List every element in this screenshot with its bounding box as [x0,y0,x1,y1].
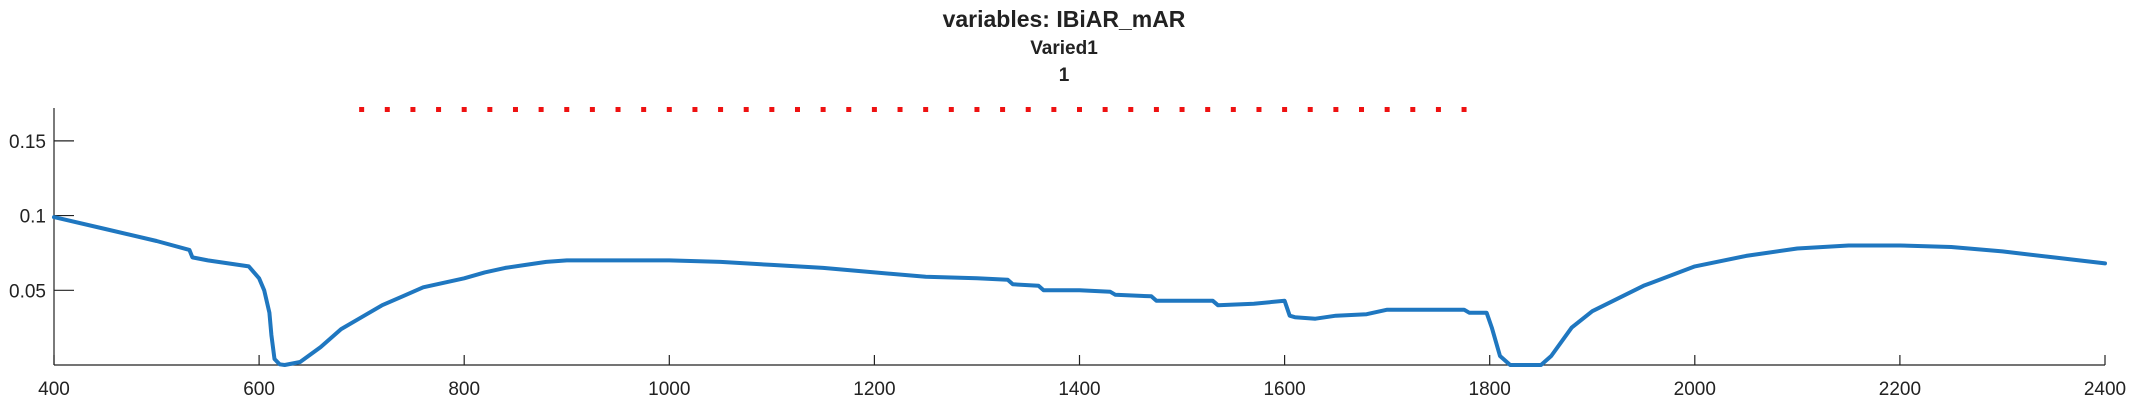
series-marker [1000,106,1006,112]
x-tick-label: 800 [448,379,480,400]
series-marker [974,106,980,112]
series-marker [564,106,570,112]
series-marker [487,106,493,112]
series-marker [1102,106,1108,112]
chart-title: variables: IBiAR_mAR [943,6,1186,32]
series-marker [1307,106,1313,112]
series-marker [1384,106,1390,112]
chart-subtitle-line-1: Varied1 [1030,38,1098,59]
series-marker [1128,106,1134,112]
series-marker [692,106,698,112]
y-tick-label: 0.15 [9,132,46,153]
x-tick-label: 1000 [648,379,690,400]
series-marker [948,106,954,112]
series-marker [1461,106,1467,112]
x-tick-label: 1800 [1469,379,1511,400]
series-line [52,215,2107,367]
x-tick-label: 400 [38,379,70,400]
series-marker [410,106,416,112]
y-tick-label: 0.05 [9,281,46,302]
series-marker [1025,106,1031,112]
series-marker [1179,106,1185,112]
series-marker [436,106,442,112]
series-marker [1077,106,1082,112]
series-marker [1359,106,1365,112]
series-marker [718,106,724,112]
series-marker [1051,106,1057,112]
series-marker [743,106,749,112]
series-marker [1282,106,1288,112]
series-marker [589,106,595,112]
series-marker [1333,106,1339,112]
series-marker [1410,106,1416,112]
series-marker [820,106,826,112]
series-marker [538,106,544,112]
series-marker [666,106,672,112]
y-tick-label: 0.1 [20,207,46,228]
x-tick-label: 2400 [2084,379,2126,400]
x-tick-label: 2000 [1674,379,1716,400]
series-marker [871,106,877,112]
series-marker [512,106,518,112]
x-tick-label: 600 [243,379,275,400]
x-tick-label: 1400 [1058,379,1100,400]
x-tick-label: 1200 [853,379,895,400]
x-tick-label: 2200 [1879,379,1921,400]
chart-subtitle-line-2: 1 [1059,65,1070,86]
series-marker [923,106,929,112]
series-marker [384,106,390,112]
x-tick-label: 1600 [1263,379,1305,400]
series-marker [641,106,647,112]
series-marker [1205,106,1211,112]
series-marker [1435,106,1441,112]
series-marker [897,106,903,112]
series-marker [846,106,852,112]
series-marker [615,106,621,112]
series-marker [461,106,467,112]
series-marker [794,106,800,112]
plot-area: 400 600 800 1000 1200 1400 1600 1800 2000 2200 240… [9,106,2126,400]
series-marker [1256,106,1262,112]
series-marker [769,106,775,112]
series-marker [1153,106,1159,112]
series-marker [1230,106,1236,112]
series-marker [359,106,365,112]
